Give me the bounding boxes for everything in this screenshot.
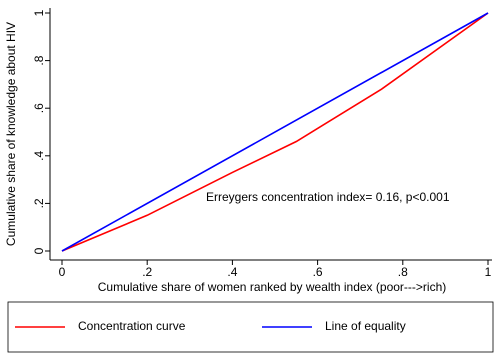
y-tick-label: .6 [32,103,46,113]
y-tick-label: 0 [32,247,46,254]
x-tick-label: 1 [485,265,492,279]
y-tick-label: .8 [32,55,46,65]
legend-label: Concentration curve [78,319,186,333]
x-tick-label: 0 [59,265,66,279]
y-tick-label: .4 [32,150,46,160]
x-tick-label: .2 [142,265,152,279]
y-tick-label: .2 [32,198,46,208]
series-line [61,12,489,252]
y-tick-label: 1 [32,9,46,16]
annotation: Erreygers concentration index= 0.16, p<0… [206,190,450,204]
y-axis-title: Cumulative share of knowledge about HIV [4,22,18,246]
series-line [61,12,489,252]
x-axis-title: Cumulative share of women ranked by weal… [98,280,447,294]
x-tick-label: .6 [313,265,323,279]
x-tick-label: .8 [398,265,408,279]
legend-box [7,301,494,353]
x-tick-label: .4 [227,265,237,279]
legend-label: Line of equality [325,319,406,333]
